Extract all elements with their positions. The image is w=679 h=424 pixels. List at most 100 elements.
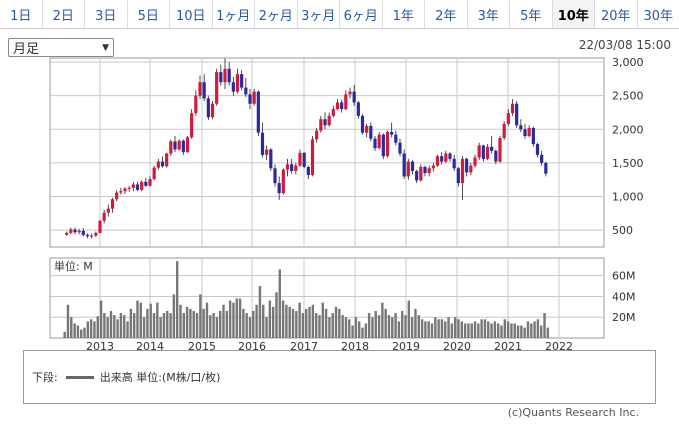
volume-bar — [331, 313, 334, 338]
candle-body — [244, 87, 248, 95]
tab-12[interactable]: 5年 — [510, 0, 553, 28]
candle-body — [431, 165, 435, 169]
volume-bar — [447, 317, 450, 338]
volume-bar — [470, 323, 473, 338]
tab-6[interactable]: 2ヶ月 — [255, 0, 298, 28]
candle-body — [515, 103, 519, 126]
volume-bar — [430, 323, 434, 338]
volume-bar — [467, 323, 470, 338]
x-tick-label: 2018 — [341, 340, 369, 350]
volume-bar — [89, 319, 93, 338]
x-tick-label: 2013 — [86, 340, 114, 350]
tab-3[interactable]: 5日 — [128, 0, 170, 28]
tab-7[interactable]: 3ヶ月 — [298, 0, 340, 28]
volume-bar — [295, 310, 298, 338]
candle-body — [369, 125, 373, 139]
candle-body — [427, 168, 431, 174]
tab-0[interactable]: 1日 — [0, 0, 43, 28]
candle-body — [73, 229, 77, 233]
candle-body — [177, 140, 181, 150]
candle-body — [527, 127, 531, 137]
candle-body — [440, 156, 444, 162]
candle-body — [381, 134, 385, 157]
volume-bar — [202, 308, 205, 338]
volume-bar — [169, 313, 172, 338]
candle-body — [69, 229, 73, 233]
candle-body — [215, 72, 219, 104]
volume-bar — [238, 298, 242, 338]
volume-bar — [510, 323, 513, 338]
volume-bar — [235, 298, 238, 338]
volume-bar — [262, 304, 265, 338]
candle-body — [281, 169, 285, 194]
x-tick-label: 2019 — [392, 340, 420, 350]
candle-body — [94, 232, 98, 236]
volume-bar — [530, 323, 533, 338]
volume-bar — [354, 317, 358, 338]
tab-4[interactable]: 10日 — [170, 0, 213, 28]
period-select[interactable]: 月足 ▼ — [8, 38, 114, 57]
tab-1[interactable]: 2日 — [43, 0, 85, 28]
volume-bar — [341, 315, 344, 338]
volume-bar — [291, 308, 295, 338]
tab-15[interactable]: 30年 — [643, 8, 674, 24]
tab-9[interactable]: 1年 — [383, 0, 425, 28]
candle-body — [110, 199, 115, 209]
candle-body — [456, 168, 460, 184]
candle-body — [452, 158, 456, 169]
volume-bar — [490, 323, 493, 338]
volume-bar — [500, 325, 503, 338]
volume-bar — [338, 308, 341, 338]
candle-body — [152, 167, 156, 180]
tab-10[interactable]: 2年 — [425, 0, 468, 28]
volume-bar — [487, 321, 490, 338]
tab-5[interactable]: 1ヶ月 — [213, 0, 255, 28]
volume-y-tick-label: 20M — [612, 311, 636, 324]
candle-body — [460, 158, 465, 184]
volume-bar — [126, 321, 129, 338]
candle-body — [365, 125, 369, 133]
volume-bar — [268, 300, 272, 338]
candle-body — [256, 91, 260, 133]
volume-bar — [252, 310, 255, 338]
volume-bar — [424, 321, 427, 338]
tab-8[interactable]: 6ヶ月 — [340, 0, 383, 28]
price-y-tick-label: 1,500 — [612, 157, 644, 170]
period-tabs: 1日 2日 3日 5日 10日 1ヶ月 2ヶ月 3ヶ月 6ヶ月 1年 2年 3年 5年 10年 20年 30年 — [0, 0, 679, 29]
price-y-tick-label: 500 — [612, 224, 633, 237]
period-select-value: 月足 — [13, 42, 40, 57]
volume-bar — [357, 321, 361, 338]
volume-bar — [116, 319, 119, 338]
candle-body — [148, 179, 152, 186]
volume-bar — [328, 317, 331, 338]
candle-body — [531, 127, 535, 145]
candle-body — [352, 91, 356, 103]
tab-11[interactable]: 3年 — [468, 0, 510, 28]
candle-body — [290, 164, 294, 171]
tab-14[interactable]: 20年 — [595, 0, 638, 28]
volume-bar — [394, 313, 397, 338]
candle-body — [373, 138, 377, 149]
volume-bar — [321, 302, 324, 338]
price-panel-frame — [49, 57, 605, 248]
candle-body — [490, 146, 494, 151]
volume-y-tick-label: 40M — [612, 290, 636, 303]
volume-bar — [417, 315, 420, 338]
candle-body — [340, 102, 344, 110]
volume-bar — [179, 304, 182, 338]
x-tick-label: 2021 — [494, 340, 522, 350]
candle-body — [227, 68, 231, 83]
volume-bar — [205, 302, 209, 338]
volume-bar — [420, 319, 424, 338]
candle-body — [252, 91, 256, 104]
x-tick-label: 2015 — [188, 340, 216, 350]
volume-bar — [288, 306, 291, 338]
tab-13[interactable]: 10年 — [552, 0, 595, 28]
tab-2[interactable]: 3日 — [85, 0, 128, 28]
volume-bar — [271, 306, 275, 338]
candle-body — [144, 181, 148, 186]
volume-bar — [265, 317, 268, 338]
candle-body — [131, 184, 135, 188]
volume-bar — [99, 300, 103, 338]
volume-bar — [142, 317, 146, 338]
